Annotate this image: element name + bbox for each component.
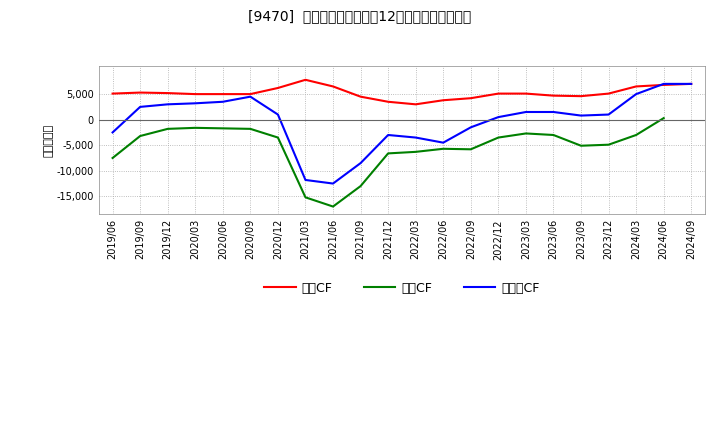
- 営業CF: [687, 81, 696, 87]
- 営業CF: [631, 84, 640, 89]
- 営業CF: [356, 94, 365, 99]
- フリーCF: [108, 130, 117, 135]
- 投資CF: [301, 195, 310, 200]
- Y-axis label: （百万円）: （百万円）: [44, 124, 54, 157]
- フリーCF: [356, 161, 365, 166]
- 営業CF: [136, 90, 145, 95]
- フリーCF: [411, 135, 420, 140]
- フリーCF: [467, 125, 475, 130]
- 投資CF: [329, 204, 338, 209]
- 投資CF: [467, 147, 475, 152]
- 営業CF: [660, 82, 668, 88]
- フリーCF: [631, 92, 640, 97]
- フリーCF: [660, 81, 668, 87]
- フリーCF: [687, 81, 696, 87]
- フリーCF: [549, 110, 558, 115]
- 投資CF: [218, 126, 227, 131]
- 営業CF: [494, 91, 503, 96]
- 投資CF: [163, 126, 172, 132]
- フリーCF: [191, 101, 199, 106]
- フリーCF: [577, 113, 585, 118]
- フリーCF: [274, 112, 282, 117]
- 投資CF: [356, 183, 365, 189]
- 営業CF: [218, 92, 227, 97]
- 投資CF: [604, 142, 613, 147]
- フリーCF: [439, 140, 448, 145]
- 投資CF: [274, 135, 282, 140]
- 営業CF: [108, 91, 117, 96]
- 営業CF: [411, 102, 420, 107]
- 営業CF: [577, 94, 585, 99]
- 投資CF: [384, 151, 392, 156]
- 営業CF: [329, 84, 338, 89]
- 営業CF: [604, 91, 613, 96]
- フリーCF: [246, 94, 255, 99]
- 投資CF: [549, 132, 558, 138]
- 営業CF: [384, 99, 392, 104]
- 投資CF: [411, 149, 420, 154]
- 投資CF: [439, 146, 448, 151]
- 営業CF: [191, 92, 199, 97]
- Line: 投資CF: 投資CF: [112, 118, 664, 206]
- 営業CF: [521, 91, 530, 96]
- 投資CF: [521, 131, 530, 136]
- フリーCF: [604, 112, 613, 117]
- フリーCF: [329, 181, 338, 186]
- 投資CF: [494, 135, 503, 140]
- 営業CF: [549, 93, 558, 98]
- 営業CF: [439, 98, 448, 103]
- フリーCF: [301, 177, 310, 183]
- Line: フリーCF: フリーCF: [112, 84, 691, 183]
- 営業CF: [301, 77, 310, 82]
- Legend: 営業CF, 投資CF, フリーCF: 営業CF, 投資CF, フリーCF: [259, 277, 544, 300]
- 投資CF: [246, 126, 255, 132]
- Line: 営業CF: 営業CF: [112, 80, 691, 104]
- Text: [9470]  キャッシュフローの12か月移動合計の推移: [9470] キャッシュフローの12か月移動合計の推移: [248, 9, 472, 23]
- フリーCF: [136, 104, 145, 110]
- 営業CF: [467, 95, 475, 101]
- 投資CF: [577, 143, 585, 148]
- 営業CF: [246, 92, 255, 97]
- フリーCF: [521, 110, 530, 115]
- 投資CF: [660, 115, 668, 121]
- 営業CF: [163, 91, 172, 96]
- 投資CF: [191, 125, 199, 131]
- 投資CF: [136, 133, 145, 139]
- フリーCF: [384, 132, 392, 138]
- 営業CF: [274, 85, 282, 91]
- フリーCF: [218, 99, 227, 104]
- 投資CF: [631, 132, 640, 138]
- 投資CF: [108, 155, 117, 161]
- フリーCF: [494, 114, 503, 120]
- フリーCF: [163, 102, 172, 107]
